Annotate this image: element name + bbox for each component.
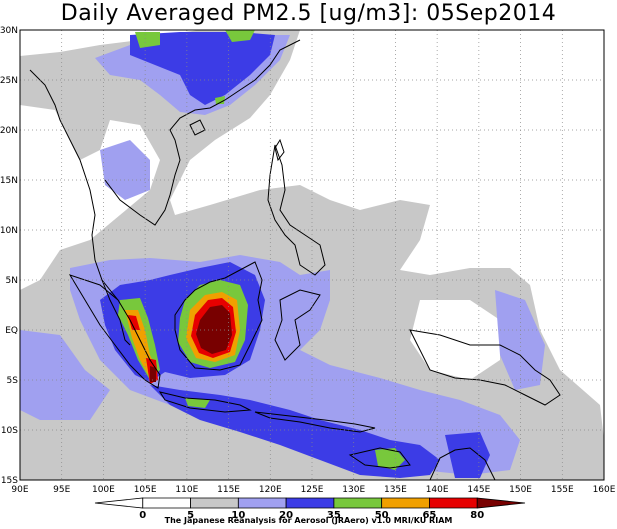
lon-tick-label: 90E [11,485,28,495]
colorbar-level-label: 5 [187,510,194,521]
coast-australia [429,447,496,480]
coast-malay [101,279,131,346]
colorbar-segment [142,497,191,509]
clean-area-east [290,30,604,270]
coast-mainland [29,39,301,301]
colorbar-segment [190,497,239,509]
colorbar-segment [429,497,478,509]
lon-tick-label: 150E [509,485,532,495]
graticule [20,30,604,480]
red-sumatra [128,315,140,330]
lon-tick-label: 140E [426,485,449,495]
lat-tick-label: 5N [6,276,18,286]
blue-south-china [130,32,275,105]
green-south-china [135,32,160,48]
green-java [185,398,210,408]
colorbar-level-label: 35 [327,510,341,521]
lon-tick-label: 105E [134,485,157,495]
lon-tick-label: 155E [551,485,574,495]
coast-borneo [174,261,263,371]
lon-tick-label: 100E [92,485,115,495]
green-small-1 [215,96,225,104]
coast-nusa [254,411,376,433]
lightblue-java-sea [20,330,110,420]
colorbar-level-label: 20 [279,510,293,521]
colorbar-level-label: 10 [231,510,245,521]
colorbar-level-label: 50 [375,510,389,521]
colorbar-segment [476,497,526,509]
longitude-labels: 90E 95E 100E 105E 110E 115E 120E 125E 130E 135E 14… [11,485,615,495]
darkred-borneo [196,305,232,354]
map-frame [19,29,605,481]
latitude-labels: 30N 25N 20N 15N 10N 5N EQ 5S 10S 15S [0,26,18,486]
credit-line: The Japanese Reanalysis for Aerosol (JRA… [164,516,453,525]
lat-tick-label: 30N [0,26,18,36]
lon-tick-label: 130E [342,485,365,495]
green-flores [375,448,405,470]
lon-tick-label: 145E [467,485,490,495]
lightblue-png [495,290,545,390]
colorbar-segment [94,497,144,509]
blue-java-sea [150,385,440,478]
colorbar-level-label: 65 [422,510,436,521]
lat-tick-label: 10N [0,226,18,236]
colorbar-level-label: 0 [139,510,146,521]
lon-tick-label: 125E [301,485,324,495]
coast-png [409,329,561,406]
colorbar [94,497,526,509]
lat-tick-label: 15S [1,476,18,486]
map-title: Daily Averaged PM2.5 [ug/m3]: 05Sep2014 [60,1,557,26]
clean-area-farsouth [560,300,604,380]
darkred-sumatra [150,366,156,382]
colorbar-segment [285,497,335,509]
colorbar-labels: 0 5 10 20 35 50 65 80 [139,510,484,521]
lon-tick-label: 110E [175,485,198,495]
lat-tick-label: 10S [1,426,18,436]
coast-taiwan [274,138,285,162]
lat-tick-label: 5S [7,376,19,386]
colorbar-segment [333,497,383,509]
colorbar-segment [237,497,287,509]
coast-sumatra [68,274,161,389]
lat-tick-label: 15N [0,176,18,186]
lon-tick-label: 95E [53,485,70,495]
green-guangdong [225,30,255,42]
lon-tick-label: 160E [593,485,616,495]
lon-tick-label: 115E [217,485,240,495]
lon-tick-label: 120E [259,485,282,495]
lat-tick-label: EQ [5,326,18,336]
lightblue-indochina [100,140,150,200]
colorbar-level-label: 80 [470,510,484,521]
lat-tick-label: 25N [0,76,18,86]
coast-java [158,391,252,413]
lat-tick-label: 20N [0,126,18,136]
colorbar-segment [381,497,430,509]
coast-sulawesi [274,289,321,361]
coast-timor [348,447,411,469]
coast-philippines [267,144,326,276]
coastlines [29,39,561,480]
lon-tick-label: 135E [384,485,407,495]
